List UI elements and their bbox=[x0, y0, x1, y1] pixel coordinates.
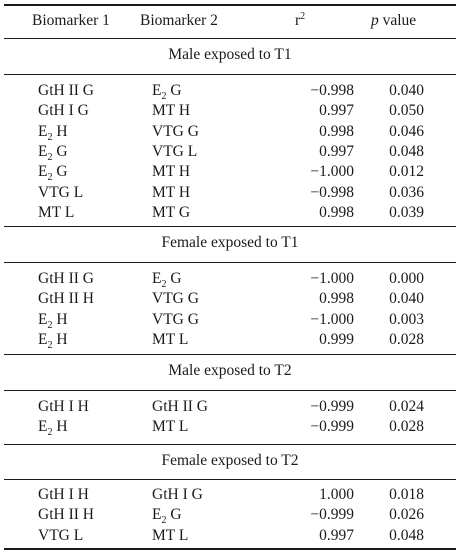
biomarker-2-cell: MT L bbox=[152, 526, 189, 544]
section-rule bbox=[4, 354, 456, 355]
biomarker-1-cell: GtH I H bbox=[38, 398, 89, 415]
biomarker-2-cell: E2 G bbox=[152, 270, 182, 291]
biomarker-1-cell: MT L bbox=[38, 203, 75, 221]
biomarker-2-cell: E2 G bbox=[152, 506, 182, 527]
r-squared-cell: 0.997 bbox=[319, 526, 354, 544]
biomarker-1-cell: E2 H bbox=[38, 122, 68, 143]
biomarker-2-cell: GtH II G bbox=[152, 398, 208, 415]
section-title-rule bbox=[4, 74, 456, 75]
p-value-cell: 0.040 bbox=[389, 290, 424, 308]
biomarker-2-cell: VTG G bbox=[152, 310, 199, 328]
biomarker-2-cell: VTG G bbox=[152, 290, 199, 308]
p-value-cell: 0.036 bbox=[389, 183, 424, 201]
biomarker-2-cell: MT H bbox=[152, 183, 191, 201]
section-rule bbox=[4, 38, 456, 39]
biomarker-1-cell: GtH II H bbox=[38, 290, 94, 308]
table-top-rule bbox=[4, 4, 456, 6]
p-value-cell: 0.026 bbox=[389, 506, 424, 524]
table-bottom-rule bbox=[4, 548, 456, 550]
r-squared-cell: −1.000 bbox=[310, 310, 354, 328]
biomarker-1-cell: E2 H bbox=[38, 330, 68, 351]
biomarker-1-cell: E2 H bbox=[38, 310, 68, 331]
p-value-cell: 0.048 bbox=[389, 142, 424, 160]
r-squared-cell: 0.998 bbox=[319, 203, 354, 221]
p-value-cell: 0.039 bbox=[389, 203, 424, 221]
biomarker-1-cell: VTG L bbox=[38, 183, 84, 201]
biomarker-2-cell: MT H bbox=[152, 102, 191, 120]
biomarker-2-cell: MT L bbox=[152, 418, 189, 436]
header-r-squared: r2 bbox=[295, 10, 306, 29]
r-squared-cell: −0.998 bbox=[310, 183, 354, 201]
r-squared-cell: 0.998 bbox=[319, 290, 354, 308]
biomarker-1-cell: GtH II G bbox=[38, 270, 94, 287]
section-rule bbox=[4, 444, 456, 445]
header-biomarker-2: Biomarker 2 bbox=[140, 12, 218, 29]
r-squared-cell: 0.997 bbox=[319, 102, 354, 120]
r-squared-cell: −1.000 bbox=[310, 163, 354, 181]
biomarker-1-cell: E2 H bbox=[38, 418, 68, 439]
p-value-cell: 0.028 bbox=[389, 418, 424, 436]
biomarker-1-cell: GtH I H bbox=[38, 486, 89, 503]
r-squared-cell: 0.997 bbox=[319, 142, 354, 160]
biomarker-2-cell: GtH I G bbox=[152, 486, 203, 503]
biomarker-2-cell: VTG L bbox=[152, 142, 198, 160]
biomarker-2-cell: VTG G bbox=[152, 122, 199, 140]
p-value-cell: 0.050 bbox=[389, 102, 424, 120]
p-value-cell: 0.018 bbox=[389, 486, 424, 503]
r-squared-cell: −0.999 bbox=[310, 398, 354, 415]
p-value-cell: 0.012 bbox=[389, 163, 424, 181]
p-value-cell: 0.048 bbox=[389, 526, 424, 544]
r-squared-cell: 1.000 bbox=[319, 486, 354, 503]
r-squared-cell: 0.999 bbox=[319, 330, 354, 348]
biomarker-1-cell: GtH I G bbox=[38, 102, 89, 120]
section-title-rule bbox=[4, 479, 456, 480]
header-biomarker-1: Biomarker 1 bbox=[32, 12, 110, 29]
r-squared-cell: 0.998 bbox=[319, 122, 354, 140]
section-title: Female exposed to T1 bbox=[161, 234, 299, 251]
biomarker-1-cell: E2 G bbox=[38, 142, 68, 163]
biomarker-2-cell: MT G bbox=[152, 203, 191, 221]
biomarker-1-cell: E2 G bbox=[38, 163, 68, 184]
r-squared-cell: −0.998 bbox=[310, 82, 354, 99]
section-title-rule bbox=[4, 262, 456, 263]
biomarker-1-cell: VTG L bbox=[38, 526, 84, 544]
biomarker-2-cell: MT L bbox=[152, 330, 189, 348]
section-title: Male exposed to T2 bbox=[168, 362, 292, 379]
biomarker-2-cell: MT H bbox=[152, 163, 191, 181]
p-value-cell: 0.046 bbox=[389, 122, 424, 140]
p-value-cell: 0.000 bbox=[389, 270, 424, 287]
p-value-cell: 0.003 bbox=[389, 310, 424, 328]
p-value-cell: 0.028 bbox=[389, 330, 424, 348]
section-title-rule bbox=[4, 390, 456, 391]
section-title: Female exposed to T2 bbox=[161, 452, 299, 469]
header-p-value: p value bbox=[371, 12, 417, 29]
biomarker-1-cell: GtH II H bbox=[38, 506, 94, 524]
r-squared-cell: −0.999 bbox=[310, 418, 354, 436]
section-rule bbox=[4, 226, 456, 227]
p-value-cell: 0.040 bbox=[389, 82, 424, 99]
p-value-cell: 0.024 bbox=[389, 398, 424, 415]
r-squared-cell: −1.000 bbox=[310, 270, 354, 287]
r-squared-cell: −0.999 bbox=[310, 506, 354, 524]
section-title: Male exposed to T1 bbox=[168, 46, 292, 63]
biomarker-1-cell: GtH II G bbox=[38, 82, 94, 99]
biomarker-2-cell: E2 G bbox=[152, 82, 182, 103]
